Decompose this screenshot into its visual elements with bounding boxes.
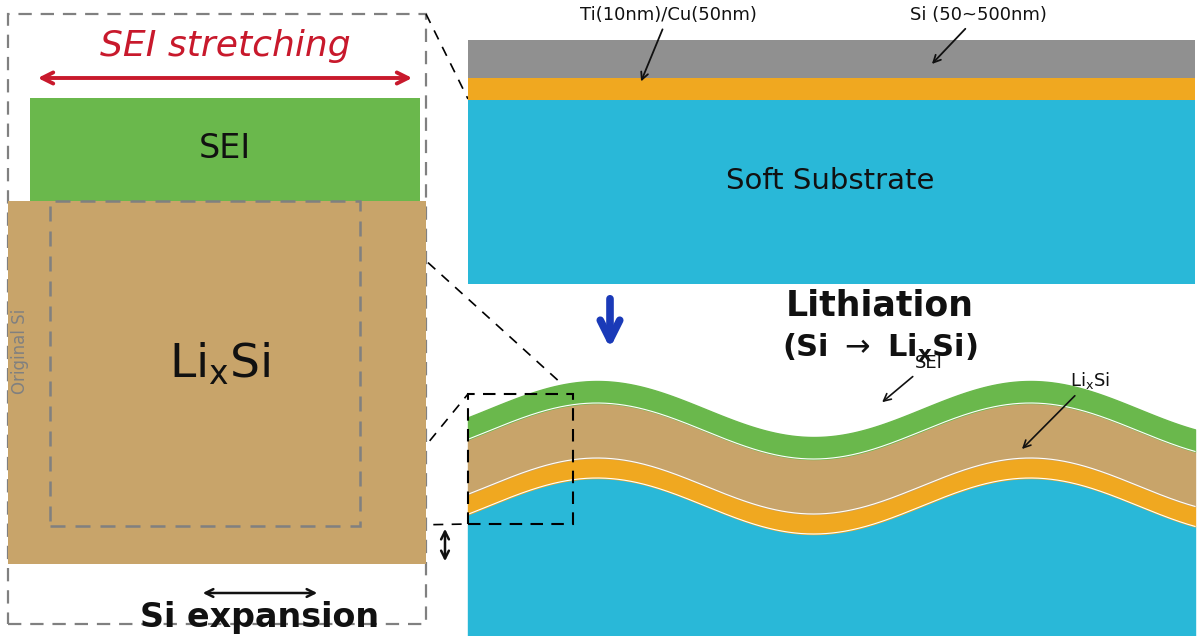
Bar [468,40,1195,78]
Text: Soft Substrate: Soft Substrate [726,167,934,195]
Text: SEI: SEI [199,132,251,165]
Bar [8,14,426,624]
Bar [468,394,574,524]
Bar [468,76,1195,100]
Text: SEI: SEI [883,354,943,401]
Text: Original Si: Original Si [11,308,29,394]
Text: Si (50~500nm): Si (50~500nm) [910,6,1046,62]
Text: Ti(10nm)/Cu(50nm): Ti(10nm)/Cu(50nm) [580,6,757,80]
Text: (Si $\rightarrow$ Li$_{\mathregular{x}}$Si): (Si $\rightarrow$ Li$_{\mathregular{x}}$… [782,332,978,364]
Bar [468,99,1195,284]
Text: SEI stretching: SEI stretching [100,29,350,63]
Bar [50,201,360,526]
Text: Si expansion: Si expansion [140,602,379,635]
Text: Lithiation: Lithiation [786,289,974,323]
Bar [30,98,420,201]
Bar [8,201,426,564]
Text: Li$_{\mathregular{x}}$Si: Li$_{\mathregular{x}}$Si [169,341,271,387]
Text: Li$_{\mathregular{x}}$Si: Li$_{\mathregular{x}}$Si [1024,370,1110,448]
